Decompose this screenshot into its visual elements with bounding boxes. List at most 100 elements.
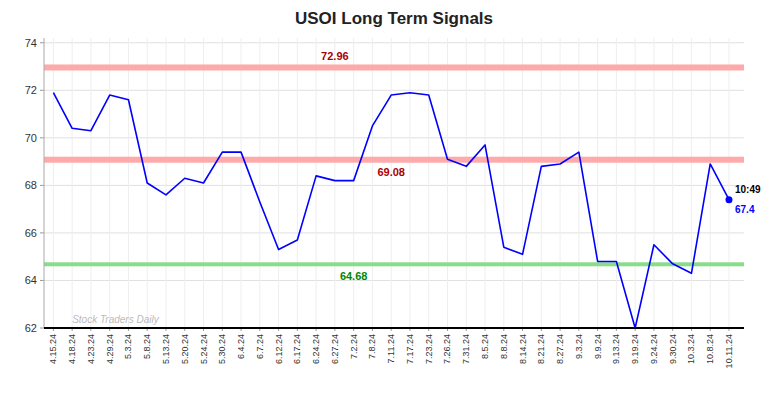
- x-axis: [44, 327, 744, 329]
- tick-label: 9.3.24: [574, 334, 584, 359]
- grid-line: [485, 38, 486, 328]
- grid-line: [391, 38, 392, 328]
- last-point: [725, 196, 732, 203]
- grid-line: [616, 38, 617, 328]
- line: [53, 93, 729, 328]
- grid-line: [635, 38, 636, 328]
- tick-label: 72: [25, 84, 37, 96]
- tick-label: 9.13.24: [611, 334, 621, 364]
- tick: [40, 232, 44, 233]
- band: [44, 157, 744, 163]
- grid-line: [710, 38, 711, 328]
- tick-label: 4.15.24: [48, 334, 58, 364]
- tick-label: 66: [25, 227, 37, 239]
- tick-label: 4.23.24: [86, 334, 96, 364]
- tick-label: 7.17.24: [405, 334, 415, 364]
- y-axis: [44, 38, 45, 328]
- grid-line: [353, 38, 354, 328]
- last-time: 10:49: [735, 184, 761, 195]
- tick: [40, 280, 44, 281]
- tick-label: 7.23.24: [424, 334, 434, 364]
- tick-label: 4.29.24: [105, 334, 115, 364]
- last-value: 67.4: [735, 204, 755, 215]
- tick-label: 64: [25, 274, 37, 286]
- tick-label: 9.30.24: [668, 334, 678, 364]
- grid-line: [241, 38, 242, 328]
- grid-line: [165, 38, 166, 328]
- tick-label: 5.3.24: [123, 334, 133, 359]
- tick-label: 5.20.24: [180, 334, 190, 364]
- grid-line: [184, 38, 185, 328]
- grid-line: [578, 38, 579, 328]
- tick-label: 8.8.24: [499, 334, 509, 359]
- tick-label: 5.24.24: [199, 334, 209, 364]
- tick-label: 8.27.24: [555, 334, 565, 364]
- grid-line: [109, 38, 110, 328]
- grid-line: [409, 38, 410, 328]
- tick-label: 6.4.24: [236, 334, 246, 359]
- grid-line: [316, 38, 317, 328]
- tick: [40, 42, 44, 43]
- tick-label: 7.26.24: [442, 334, 452, 364]
- tick-label: 10.11.24: [724, 334, 734, 368]
- grid-line: [44, 42, 744, 43]
- grid-line: [653, 38, 654, 328]
- watermark: Stock Traders Daily: [72, 314, 160, 325]
- tick-label: 8.5.24: [480, 334, 490, 359]
- band: [44, 262, 744, 266]
- tick-label: 9.9.24: [593, 334, 603, 359]
- grid-line: [372, 38, 373, 328]
- grid-line: [44, 90, 744, 91]
- grid-line: [466, 38, 467, 328]
- grid-line: [53, 38, 54, 328]
- tick: [40, 185, 44, 186]
- grid-line: [90, 38, 91, 328]
- tick-label: 8.21.24: [536, 334, 546, 364]
- tick: [40, 90, 44, 91]
- tick-label: 6.12.24: [274, 334, 284, 364]
- band-label: 69.08: [377, 166, 405, 178]
- grid-line: [278, 38, 279, 328]
- grid-line: [522, 38, 523, 328]
- grid-line: [447, 38, 448, 328]
- grid-line: [128, 38, 129, 328]
- tick-label: 10.3.24: [686, 334, 696, 364]
- tick-label: 6.17.24: [292, 334, 302, 364]
- grid-line: [44, 137, 744, 138]
- tick-label: 4.18.24: [67, 334, 77, 364]
- band-label: 72.96: [321, 50, 349, 62]
- grid-line: [728, 38, 729, 328]
- grid-line: [44, 328, 744, 329]
- grid-line: [222, 38, 223, 328]
- tick-label: 7.2.24: [349, 334, 359, 359]
- tick: [40, 328, 44, 329]
- grid-line: [691, 38, 692, 328]
- tick: [40, 137, 44, 138]
- grid-line: [541, 38, 542, 328]
- tick-label: 6.27.24: [330, 334, 340, 364]
- tick-label: 68: [25, 179, 37, 191]
- grid-line: [297, 38, 298, 328]
- grid-line: [597, 38, 598, 328]
- tick-label: 74: [25, 37, 37, 49]
- tick-label: 7.31.24: [461, 334, 471, 364]
- title: USOI Long Term Signals: [295, 9, 493, 28]
- tick-label: 5.30.24: [217, 334, 227, 364]
- band: [44, 64, 744, 70]
- tick-label: 70: [25, 132, 37, 144]
- tick-label: 5.13.24: [161, 334, 171, 364]
- tick-label: 9.24.24: [649, 334, 659, 364]
- tick-label: 8.14.24: [518, 334, 528, 364]
- tick-label: 10.8.24: [705, 334, 715, 364]
- grid-line: [503, 38, 504, 328]
- tick-label: 7.11.24: [386, 334, 396, 363]
- tick-label: 6.24.24: [311, 334, 321, 364]
- tick-label: 7.8.24: [367, 334, 377, 359]
- tick-label: 5.8.24: [142, 334, 152, 359]
- grid-line: [428, 38, 429, 328]
- grid-line: [334, 38, 335, 328]
- grid-line: [44, 232, 744, 233]
- band-label: 64.68: [340, 270, 368, 282]
- grid-line: [560, 38, 561, 328]
- tick-label: 62: [25, 322, 37, 334]
